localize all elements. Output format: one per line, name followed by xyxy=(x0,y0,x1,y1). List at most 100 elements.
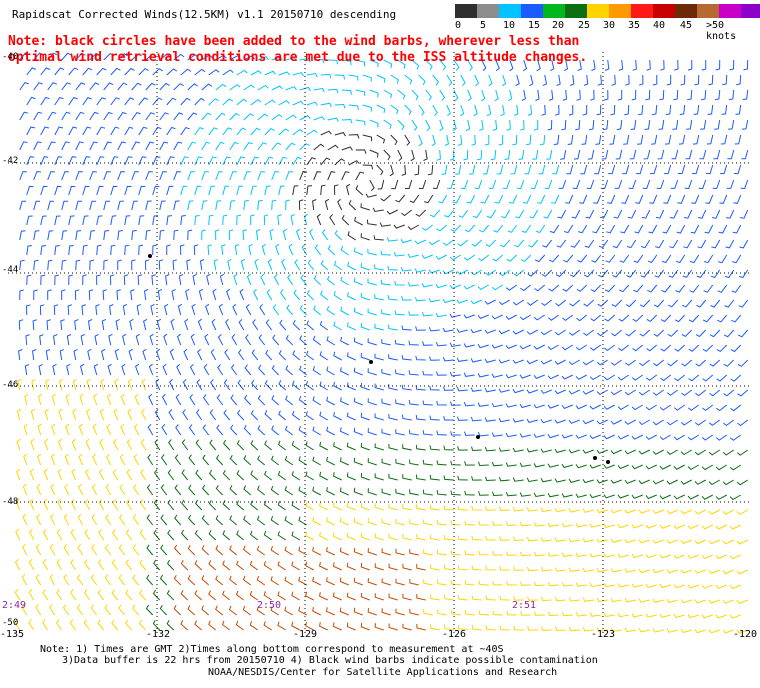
wind-barb xyxy=(138,126,148,136)
wind-barb xyxy=(197,318,203,331)
wind-barb xyxy=(367,458,377,466)
wind-barb xyxy=(29,468,35,481)
wind-barb xyxy=(134,363,140,376)
wind-barb xyxy=(687,464,699,471)
wind-barb xyxy=(43,468,49,481)
wind-barb xyxy=(76,604,84,616)
wind-barb xyxy=(312,516,321,526)
wind-barb xyxy=(731,284,742,293)
wind-barb xyxy=(702,374,714,382)
wind-barb xyxy=(673,584,685,589)
wind-barb xyxy=(138,185,146,196)
wind-barb xyxy=(686,119,693,130)
wind-barb xyxy=(728,89,735,101)
wind-barb xyxy=(547,611,559,617)
wind-barb xyxy=(198,288,204,301)
wind-barb xyxy=(242,229,247,241)
wind-barb xyxy=(189,394,196,406)
wind-barb xyxy=(117,53,128,61)
wind-barb xyxy=(97,619,105,631)
wind-barb xyxy=(533,433,545,438)
wind-barb xyxy=(381,428,391,436)
wind-barb xyxy=(395,429,405,436)
wind-barb xyxy=(629,149,637,160)
wind-barb xyxy=(173,605,182,616)
wind-barb xyxy=(456,269,468,275)
wind-barb xyxy=(526,448,538,453)
wind-barb xyxy=(251,349,259,361)
wind-barb xyxy=(242,545,252,556)
wind-barb xyxy=(263,561,273,571)
wind-barb xyxy=(578,224,588,234)
wind-barb xyxy=(347,292,356,301)
wind-barb xyxy=(97,589,105,601)
wind-barb xyxy=(74,319,79,331)
wind-barb xyxy=(724,269,735,279)
wind-barb xyxy=(722,74,728,86)
wind-barb xyxy=(194,185,202,196)
wind-barb xyxy=(659,404,672,411)
wind-barb xyxy=(298,516,307,526)
wind-barb xyxy=(44,438,49,451)
wind-barb xyxy=(298,426,308,436)
wind-barb xyxy=(456,357,468,362)
wind-barb xyxy=(708,569,720,575)
wind-barb xyxy=(374,503,384,511)
wind-barb xyxy=(666,419,678,426)
wind-barb xyxy=(213,258,219,271)
wind-barb xyxy=(60,319,65,331)
wind-barb xyxy=(652,419,664,426)
wind-barb xyxy=(561,522,573,528)
wind-barb xyxy=(521,89,526,102)
wind-barb xyxy=(640,269,651,278)
wind-barb xyxy=(484,446,496,452)
wind-barb xyxy=(234,244,240,256)
wind-barb xyxy=(326,426,335,436)
wind-barb xyxy=(82,274,87,286)
wind-barb xyxy=(631,613,643,618)
wind-barb xyxy=(526,299,539,306)
wind-barb xyxy=(694,539,706,545)
wind-barb xyxy=(113,408,119,421)
wind-barb xyxy=(208,499,217,511)
wind-barb xyxy=(374,443,384,451)
wind-barb xyxy=(47,171,55,181)
wind-barb xyxy=(360,622,370,631)
wind-barb xyxy=(671,149,679,160)
wind-barb xyxy=(367,308,377,316)
wind-barb xyxy=(187,141,197,151)
wind-barb xyxy=(479,119,484,131)
wind-barb xyxy=(706,134,714,145)
wind-barb xyxy=(26,215,33,226)
wind-barb xyxy=(145,53,157,61)
wind-barb xyxy=(436,224,448,232)
wind-barb xyxy=(152,97,163,106)
wind-barb xyxy=(291,561,300,571)
wind-barb xyxy=(540,448,552,453)
wind-barb xyxy=(263,470,273,481)
wind-barb xyxy=(63,574,70,586)
wind-barb xyxy=(222,439,231,451)
wind-barb xyxy=(478,610,489,616)
wind-barb xyxy=(185,288,190,301)
wind-barb xyxy=(117,259,122,271)
wind-barb xyxy=(554,448,566,454)
wind-barb xyxy=(194,499,203,511)
wind-barb xyxy=(423,579,433,586)
wind-barb xyxy=(470,387,482,392)
wind-barb xyxy=(653,299,665,308)
wind-barb xyxy=(604,59,610,71)
wind-barb xyxy=(694,509,706,515)
wind-barb xyxy=(512,536,524,542)
wind-barb xyxy=(726,209,735,219)
wind-barb xyxy=(374,593,384,601)
wind-barb xyxy=(567,134,574,145)
wind-barb xyxy=(610,568,622,573)
wind-barb xyxy=(99,408,105,421)
time-label: 2:50 xyxy=(257,600,282,611)
wind-barb xyxy=(47,82,57,91)
wind-barb xyxy=(367,488,377,496)
wind-barb xyxy=(251,379,259,391)
wind-barb xyxy=(305,621,314,631)
wind-barb xyxy=(77,514,84,526)
